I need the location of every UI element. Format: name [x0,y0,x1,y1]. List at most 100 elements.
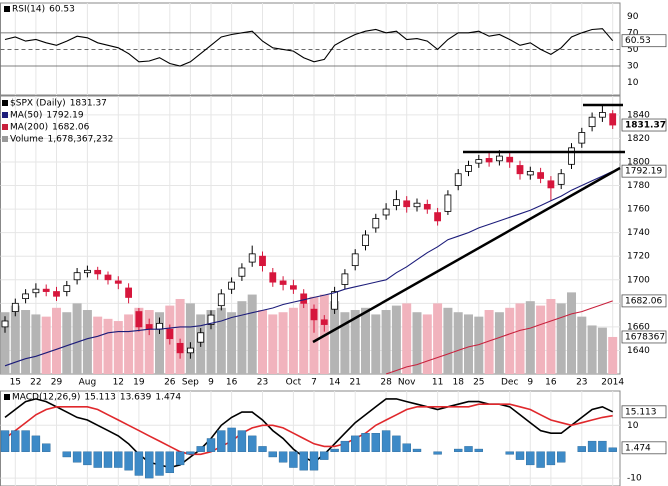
y-tick-label: 30 [627,61,639,71]
candle-body [156,322,163,330]
legend-label: RSI(14) [12,5,45,15]
volume-bar [433,303,443,374]
candle-body [434,212,442,222]
histogram-bar [144,451,154,479]
candle-body [537,172,544,179]
volume-bar [258,310,267,374]
candle-body [382,208,390,216]
histogram-bar [464,446,473,452]
value-box [621,164,667,178]
candle-body [73,272,81,281]
candle-body [444,194,452,212]
x-tick-label: 19 [133,378,145,388]
histogram-bar [258,446,267,452]
histogram-bar [134,451,144,476]
volume-bar [536,305,546,374]
legend-swatch [2,136,8,142]
histogram-bar [557,451,566,463]
histogram-bar [515,451,525,460]
volume-bar [361,307,370,374]
volume-bar [525,301,535,374]
legend-label: MACD(12,26,9) [12,393,80,403]
volume-bar [608,336,618,374]
volume-bar [227,312,237,374]
y-tick-label: 1820 [627,134,650,144]
legend-swatch [2,112,8,118]
volume-bar [464,314,473,374]
candle-body [609,113,617,126]
volume-bar [0,312,10,374]
panel-frame [0,390,621,486]
candle-body [475,159,483,164]
histogram-bar [206,438,216,452]
value-box-label: 60.53 [625,36,651,46]
volume-bar [237,301,247,374]
histogram-bar [237,430,247,452]
value-box [621,34,667,48]
series-line [4,28,614,67]
legend-label: Volume [10,135,44,145]
series-line [4,403,613,456]
volume-bar [402,303,412,374]
volume-bar [597,327,607,374]
candle-body [372,218,380,229]
histogram-bar [598,440,607,452]
candle-body [228,281,236,290]
candle-body [495,155,503,162]
x-tick-label: Nov [398,378,416,388]
histogram-bar [299,451,308,471]
legend-swatch [4,394,10,400]
volume-bar [82,310,92,374]
candle-body [114,280,122,284]
x-tick-label: 23 [576,378,587,388]
candle-body [248,253,256,263]
series-line [4,170,613,367]
histogram-bar [526,451,535,466]
volume-bar [31,314,41,374]
volume-bar [288,307,298,374]
value-box [621,441,667,455]
x-tick-label: 2014 [601,378,624,388]
volume-bar [134,307,144,374]
candle-body [207,314,215,325]
x-tick-label: 9 [527,378,533,388]
volume-bar [556,303,566,374]
candle-body [351,253,359,267]
x-tick-label: 25 [473,378,484,388]
legend-label: 1682.06 [52,123,89,133]
candle-body [259,255,266,267]
y-tick-label: 70 [627,28,639,38]
candle-body [341,273,349,285]
candle-body [32,288,40,294]
volume-bar [309,296,319,374]
x-tick-label: 14 [329,378,341,388]
x-tick-label: 11 [432,378,443,388]
value-box [621,294,667,308]
volume-bar [546,298,556,374]
histogram-bar [381,430,391,452]
candle-body [1,320,9,328]
value-box-label: 1792.19 [625,167,662,177]
x-tick-label: Oct [286,378,302,388]
volume-bar [577,316,587,374]
trend-line [312,166,621,344]
y-tick-label: 1760 [627,205,650,215]
volume-bar [21,310,31,374]
x-tick-label: 7 [311,378,317,388]
histogram-bar [268,451,277,458]
volume-bar [412,312,422,374]
volume-bar [216,307,226,374]
y-tick-label: 1660 [627,322,650,332]
histogram-bar [124,451,133,471]
candle-body [454,173,462,186]
volume-bar [278,312,288,374]
panel-frame [0,2,621,96]
candle-body [413,202,421,208]
volume-bar [381,310,391,374]
value-box [621,118,667,132]
volume-bar [144,310,154,374]
histogram-bar [83,451,92,466]
histogram-bar [21,430,30,452]
volume-bar [505,307,515,374]
